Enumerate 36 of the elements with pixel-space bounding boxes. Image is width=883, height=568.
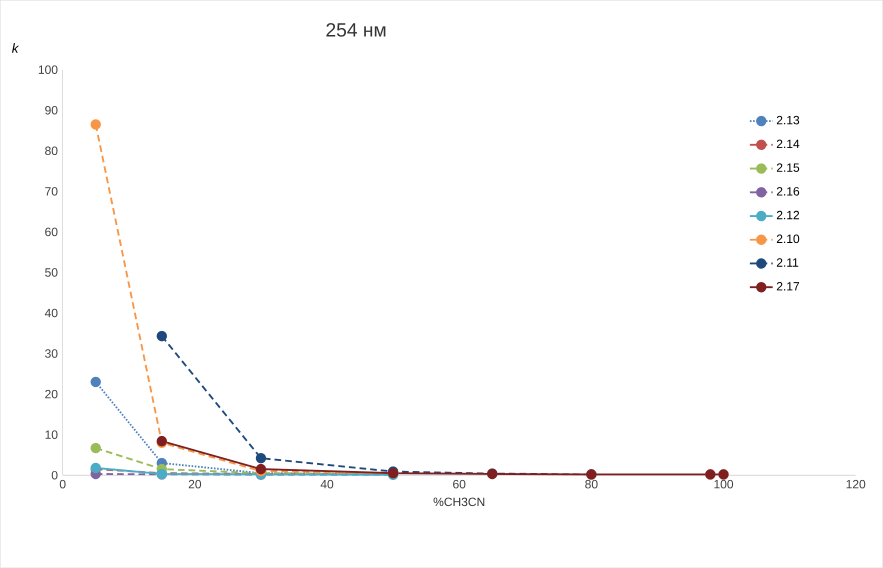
point: [256, 453, 266, 464]
legend-label: 2.14: [776, 140, 800, 148]
y-tick-label: 70: [45, 187, 58, 196]
legend-label: 2.17: [776, 282, 800, 290]
legend-label: 2.11: [776, 258, 798, 267]
y-tick-label: 50: [45, 268, 58, 277]
x-tick-label: 60: [453, 480, 466, 488]
y-tick-label: 40: [44, 308, 58, 318]
legend-label: 2.15: [776, 163, 800, 172]
x-axis-title: %CH3CN: [434, 498, 484, 506]
x-tick-label: 20: [188, 480, 202, 488]
x-tick-label: 0: [60, 480, 66, 488]
legend-label: 2.12: [776, 210, 800, 220]
x-tick-label: 100: [714, 480, 734, 488]
chart-title: 254 нм: [326, 23, 386, 37]
y-tick-label: 100: [38, 65, 58, 74]
y-tick-label: 80: [45, 146, 58, 156]
legend-label: 2.10: [776, 234, 800, 244]
y-tick-label: 90: [45, 106, 58, 115]
point: [90, 376, 101, 388]
x-tick-label: 120: [846, 480, 866, 488]
x-tick-label: 40: [320, 480, 334, 488]
y-tick-label: 10: [46, 430, 58, 439]
y-tick-label: 30: [45, 349, 58, 358]
point: [705, 469, 716, 480]
y-axis-title: k: [12, 43, 20, 53]
point: [718, 469, 729, 480]
point: [156, 330, 168, 342]
point: [90, 442, 101, 454]
y-tick-label: 0: [52, 470, 58, 480]
y-tick-label: 20: [45, 390, 58, 398]
legend-label: 2.16: [776, 187, 800, 196]
point: [90, 119, 101, 130]
x-tick-label: 80: [585, 480, 598, 488]
y-tick-label: 60: [45, 228, 58, 236]
legend-label: 2.13: [776, 116, 800, 124]
